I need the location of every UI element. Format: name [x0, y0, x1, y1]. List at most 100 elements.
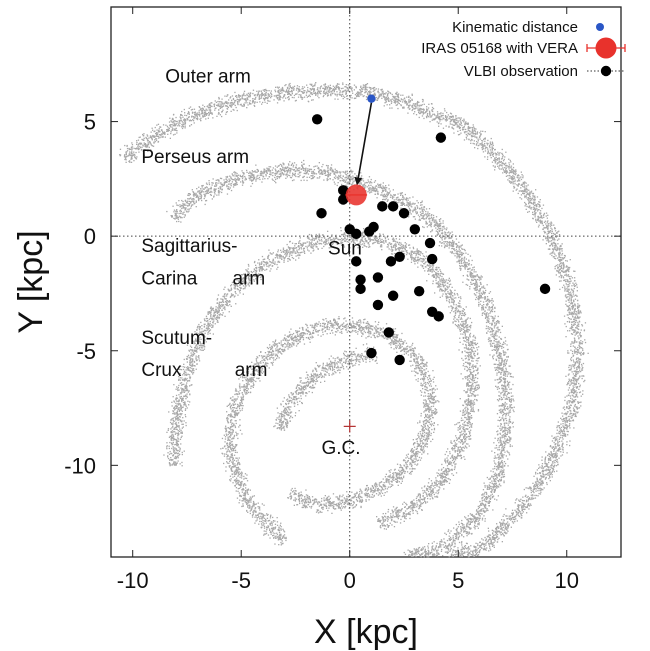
arm-dot	[555, 451, 557, 453]
arm-dot	[317, 93, 319, 95]
arm-dot	[477, 147, 479, 150]
arm-dot	[571, 323, 573, 326]
arm-dot	[464, 552, 466, 554]
arm-dot	[242, 174, 244, 177]
arm-dot	[192, 204, 194, 206]
arm-dot	[572, 290, 575, 293]
arm-dot	[549, 445, 552, 447]
arm-dot	[279, 176, 281, 178]
arm-dot	[527, 193, 529, 195]
arm-dot	[307, 86, 309, 89]
arm-dot	[334, 171, 336, 173]
arm-dot	[275, 172, 277, 174]
arm-dot	[310, 88, 312, 90]
arm-dot	[548, 469, 550, 472]
arm-dot	[569, 266, 571, 269]
arm-dot	[562, 438, 564, 440]
arm-dot	[261, 172, 263, 174]
arm-dot	[573, 323, 575, 325]
arm-dot	[506, 170, 508, 172]
arm-dot	[150, 143, 152, 145]
arm-dot	[563, 428, 565, 431]
arm-dot	[317, 167, 319, 169]
arm-dot	[203, 111, 205, 114]
arm-dot	[530, 489, 532, 492]
arm-dot	[568, 293, 570, 296]
arm-dot	[547, 469, 549, 471]
arm-dot	[253, 177, 256, 180]
arm-dot	[187, 205, 189, 207]
arm-dot	[464, 545, 467, 547]
arm-dot	[566, 403, 568, 405]
arm-dot	[297, 176, 299, 178]
arm-dot	[562, 276, 564, 278]
arm-dot	[559, 288, 561, 290]
arm-dot	[553, 441, 555, 444]
arm-dot	[480, 134, 482, 136]
arm-dot	[528, 202, 530, 204]
arm-dot	[577, 303, 579, 305]
arm-dot	[541, 466, 544, 468]
arm-dot	[276, 94, 278, 96]
arm-dot	[498, 153, 500, 155]
arm-dot	[439, 117, 441, 119]
arm-dot	[472, 124, 474, 126]
arm-dot	[137, 145, 139, 147]
arm-dot	[568, 298, 571, 300]
arm-dot	[573, 367, 576, 369]
arm-dot	[156, 133, 159, 135]
arm-dot	[572, 345, 574, 347]
arm-dot	[380, 194, 382, 196]
arm-dot	[188, 200, 190, 203]
arm-dot	[225, 100, 227, 103]
arm-dot	[562, 277, 565, 279]
arm-dot	[576, 396, 579, 398]
arm-dot	[518, 499, 520, 501]
arm-dot	[403, 197, 405, 199]
arm-dot	[576, 305, 579, 307]
arm-dot	[549, 470, 551, 472]
arm-dot	[520, 517, 523, 519]
arm-dot	[278, 86, 280, 88]
arm-dot	[323, 94, 325, 97]
arm-dot	[251, 173, 253, 176]
arm-dot	[577, 312, 579, 314]
arm-dot	[210, 102, 212, 104]
arm-dot	[131, 149, 133, 151]
arm-dot	[504, 532, 506, 534]
arm-dot	[570, 369, 572, 371]
arm-dot	[555, 255, 557, 257]
arm-dot	[549, 472, 551, 474]
arm-dot	[501, 148, 503, 151]
arm-dot	[133, 151, 135, 153]
arm-dot	[422, 111, 424, 114]
arm-dot	[346, 98, 348, 100]
arm-dot	[254, 94, 256, 96]
arm-dot	[400, 193, 402, 195]
arm-dot	[510, 519, 512, 521]
arm-dot	[179, 209, 182, 211]
arm-dot	[119, 155, 121, 157]
arm-dot	[176, 216, 178, 218]
arm-dot	[228, 180, 230, 183]
arm-dot	[549, 480, 551, 482]
arm-dot	[523, 193, 525, 195]
arm-dot	[460, 121, 462, 123]
arm-dot	[539, 489, 541, 492]
arm-dot	[547, 237, 549, 239]
arm-dot	[276, 176, 278, 178]
arm-dot	[334, 183, 336, 185]
arm-dot	[151, 139, 153, 141]
arm-dot	[573, 280, 576, 282]
arm-dot	[551, 236, 553, 239]
arm-dot	[361, 94, 363, 96]
arm-dot	[277, 165, 279, 167]
arm-dot	[476, 132, 479, 134]
arm-dot	[200, 113, 203, 115]
arm-dot	[446, 118, 448, 120]
arm-dot	[455, 121, 457, 124]
arm-dot	[258, 97, 260, 99]
arm-dot	[584, 341, 587, 344]
arm-dot	[471, 550, 474, 552]
arm-dot	[283, 94, 286, 96]
